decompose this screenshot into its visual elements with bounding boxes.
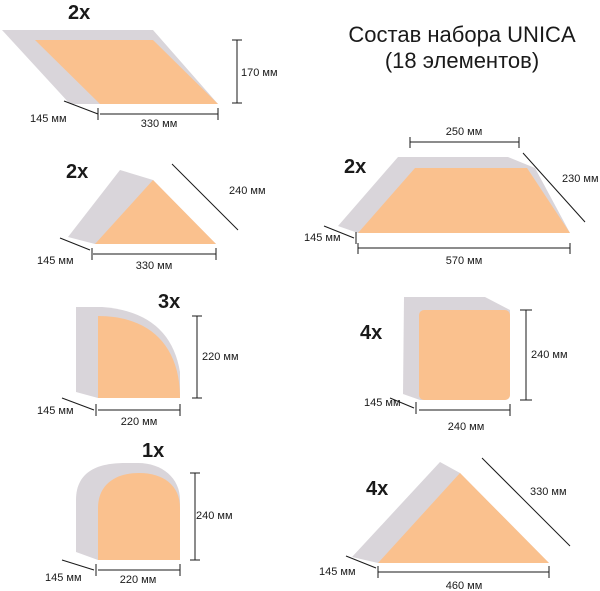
item-triangle-large: 4x 330 мм 145 мм 460 мм [319,457,571,591]
square-height-label: 240 мм [531,349,568,361]
triangle-small-qty: 2x [66,161,88,183]
arch-qty: 1x [142,440,164,462]
triangle-large-slant-label: 330 мм [530,486,567,498]
item-square: 4x 240 мм 145 мм 240 мм [360,297,568,433]
triangle-small-face [95,180,216,244]
triangle-large-qty: 4x [366,478,388,500]
parallelogram-length-label: 330 мм [141,118,178,130]
title-line1: Состав набора UNICA [348,22,576,47]
item-quarter-round: 3x 220 мм 145 мм 220 мм [37,291,239,428]
title-line2: (18 элементов) [385,48,539,73]
quarter-round-height-label: 220 мм [202,351,239,363]
triangle-small-length-label: 330 мм [136,260,173,272]
parallelogram-face [35,40,218,104]
item-parallelogram: 2x 170 мм 145 мм 330 мм [2,2,278,130]
arch-depth-label: 145 мм [45,572,82,584]
arch-length-label: 220 мм [120,574,157,586]
parallelogram-height-label: 170 мм [241,67,278,79]
trapezoid-qty: 2x [344,156,366,178]
arch-face [98,473,180,560]
arch-height-label: 240 мм [196,510,233,522]
square-depth-label: 145 мм [364,397,401,409]
parallelogram-depth-label: 145 мм [30,113,67,125]
quarter-round-face [98,316,180,398]
trapezoid-depth-label: 145 мм [304,232,341,244]
parallelogram-qty: 2x [68,2,90,24]
trapezoid-top-label: 250 мм [446,126,483,138]
trapezoid-face [358,168,570,233]
triangle-small-depth-label: 145 мм [37,255,74,267]
quarter-round-length-label: 220 мм [121,416,158,428]
triangle-large-face [378,473,549,563]
item-trapezoid: 2x 250 мм 230 мм 145 мм 570 мм [304,126,599,267]
square-length-label: 240 мм [448,421,485,433]
quarter-round-depth-label: 145 мм [37,405,74,417]
trapezoid-slant-label: 230 мм [562,173,599,185]
triangle-small-slant-label: 240 мм [229,185,266,197]
item-arch: 1x 240 мм 145 мм 220 мм [45,440,233,586]
triangle-large-depth-label: 145 мм [319,566,356,578]
square-qty: 4x [360,322,382,344]
square-face [419,310,510,400]
triangle-large-length-label: 460 мм [446,580,483,591]
trapezoid-length-label: 570 мм [446,255,483,267]
item-triangle-small: 2x 240 мм 145 мм 330 мм [37,161,266,272]
quarter-round-qty: 3x [158,291,180,313]
